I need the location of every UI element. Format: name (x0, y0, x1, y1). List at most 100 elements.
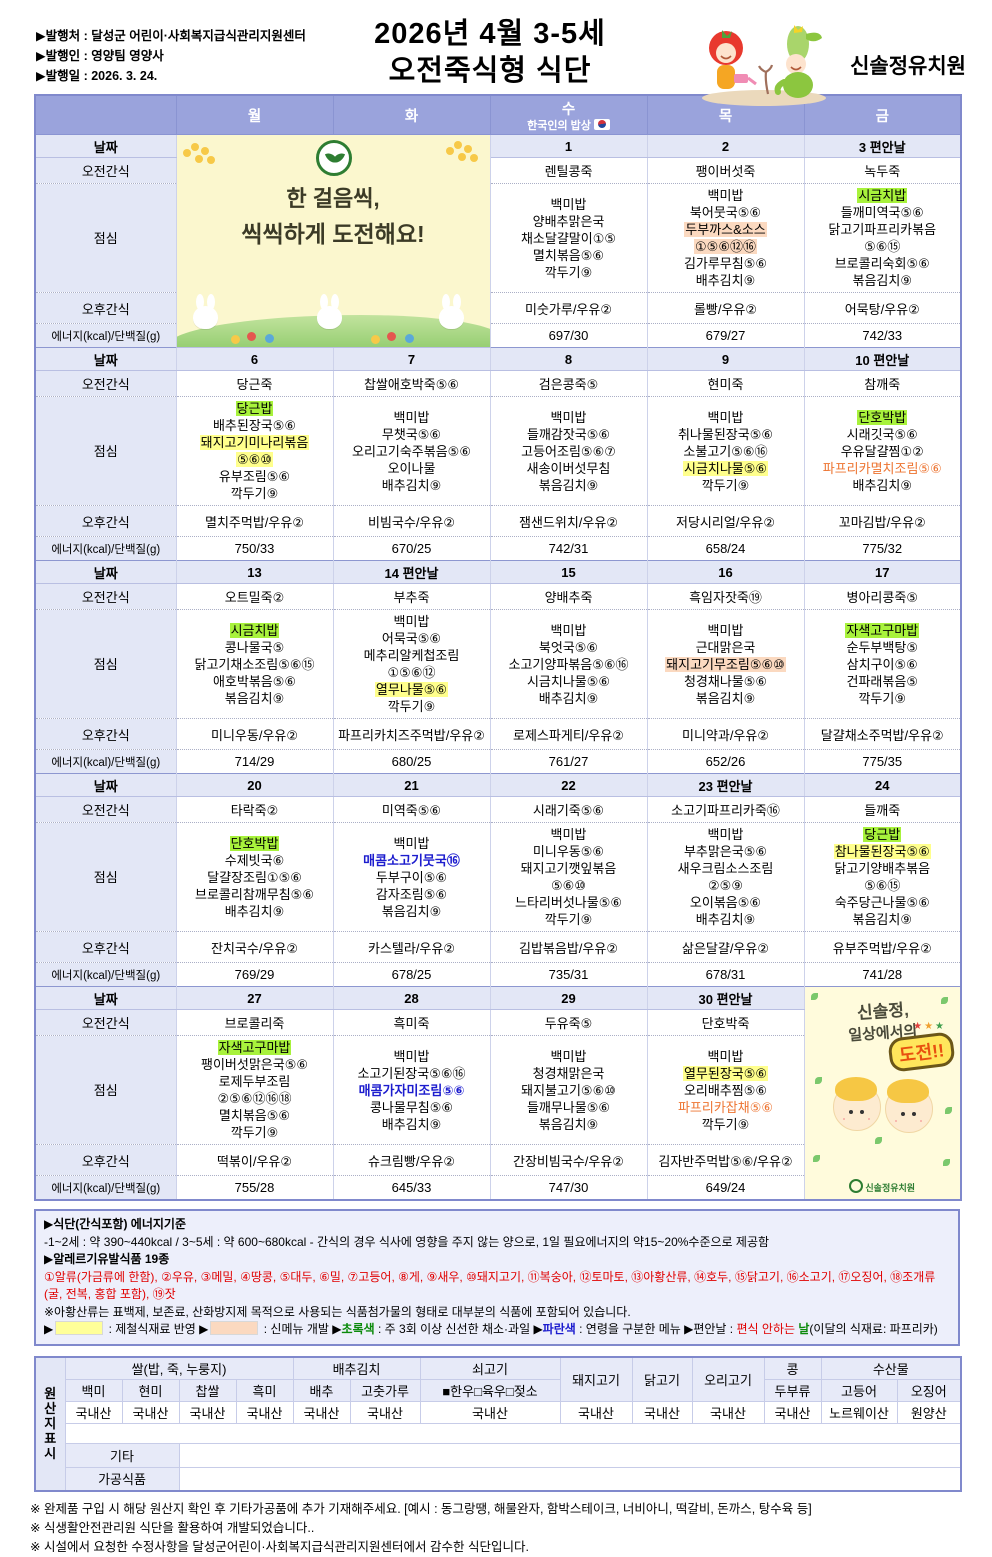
row-label-am: 오전간식 (34, 796, 177, 823)
origin-group-cell: 콩 (763, 1356, 822, 1380)
menu-item: 북엇국⑤⑥ (538, 639, 599, 655)
row-label-pm: 오후간식 (34, 1144, 177, 1176)
origin-value-cell: 국내산 (235, 1400, 294, 1424)
menu-item: 청경채맑은국 (532, 1065, 605, 1081)
bunny-illustration (438, 294, 464, 329)
energy-row: 에너지(kcal)/단백질(g) 697/30 679/27 742/33 (34, 323, 962, 348)
star-decoration: ★★★ (913, 1021, 946, 1032)
origin-extra-label: 기타 (64, 1442, 180, 1468)
menu-item: 들깨미역국⑤⑥ (840, 205, 924, 220)
menu-item: 숙주당근나물⑤⑥ (834, 895, 930, 910)
banner-cell: 한 걸음씩, 씩씩하게 도전해요! (175, 134, 491, 348)
menu-item: 참나물된장국⑤⑥ (833, 844, 931, 859)
date-cell: 6 (175, 347, 334, 371)
date-cell: 30 편안날 (646, 986, 805, 1010)
menu-item: 볶음김치⑨ (852, 912, 913, 927)
origin-extra-row: 가공식품 (35, 1466, 962, 1492)
energy-cell: 645/33 (332, 1175, 491, 1201)
menu-item: 들깨무나물⑤⑥ (526, 1099, 611, 1115)
menu-item: 볶음김치⑨ (224, 690, 285, 706)
lunch-cell: 백미밥 매콤소고기뭇국⑯ 두부구이⑤⑥ 감자조림⑤⑥ 볶음김치⑨ (332, 822, 491, 932)
menu-item: 소고기양파볶음⑤⑥⑯ (508, 656, 629, 672)
origin-value-cell: 국내산 (419, 1400, 561, 1424)
origin-group-cell: 쌀(밥, 죽, 누룽지) (64, 1356, 294, 1380)
bunny-illustration (316, 294, 342, 329)
menu-item: 삼치구이⑤⑥ (846, 656, 918, 672)
pm-snack-cell: 떡볶이/우유② (175, 1144, 334, 1176)
clover-decoration (814, 1077, 822, 1084)
menu-item: 팽이버섯맑은국⑤⑥ (200, 1057, 309, 1072)
lunch-cell: 백미밥 북어뭇국⑤⑥ 두부까스&소스 ①⑤⑥⑫⑯ 김가루무침⑤⑥ 배추김치⑨ (646, 183, 805, 293)
origin-sub-cell: 흑미 (235, 1378, 294, 1402)
menu-item: 브로콜리숙회⑤⑥ (834, 256, 930, 271)
origin-value-cell: 국내산 (292, 1400, 351, 1424)
menu-item: 멸치볶음⑤⑥ (532, 247, 605, 263)
menu-item: 깍두기⑨ (544, 264, 593, 280)
menu-item: 백미밥 (707, 622, 744, 638)
pm-snack-cell: 미숫가루/우유② (489, 292, 648, 324)
origin-value-cell: 노르웨이산 (820, 1400, 898, 1424)
row-label-pm: 오후간식 (34, 931, 177, 963)
menu-item: 오리고기숙주볶음⑤⑥ (352, 443, 471, 459)
issue-date-line: ▶발행일 : 2026. 3. 24. (36, 69, 158, 83)
menu-item: 시금치밥 (857, 188, 908, 203)
date-cell: 24 (803, 773, 962, 797)
lunch-cell: 시금치밥 콩나물국⑤ 닭고기채소조림⑤⑥⑮ 애호박볶음⑤⑥ 볶음김치⑨ (175, 609, 334, 719)
am-snack-row: 오전간식 타락죽② 미역죽⑤⑥ 시래기죽⑤⑥ 소고기파프리카죽⑯ 들깨죽 (34, 796, 962, 823)
pm-snack-row: 오후간식 미숫가루/우유② 롤빵/우유② 어묵탕/우유② (34, 292, 962, 324)
energy-row: 에너지(kcal)/단백질(g) 750/33 670/25 742/31 658/24… (34, 536, 962, 561)
am-snack-cell: 오트밀죽② (175, 583, 334, 610)
origin-sub-cell: 두부류 (763, 1378, 822, 1402)
page-header: ▶발행처 : 달성군 어린이·사회복지급식관리지원센터 ▶발행인 : 영양팀 영… (0, 0, 992, 106)
menu-item: ⑤⑥⑮ (864, 239, 901, 254)
am-snack-cell: 부추죽 (332, 583, 491, 610)
menu-item: 배추김치⑨ (695, 912, 756, 927)
lunch-cell: 백미밥 미니우동⑤⑥ 돼지고기깻잎볶음 ⑤⑥⑩ 느타리버섯나물⑤⑥ 깍두기⑨ (489, 822, 648, 932)
menu-item: 무챗국⑤⑥ (381, 426, 442, 442)
menu-item: 콩나물무침⑤⑥ (369, 1099, 454, 1115)
lunch-cell: 자색고구마밥 순두부백탕⑤ 삼치구이⑤⑥ 건파래볶음⑤ 깍두기⑨ (803, 609, 962, 719)
am-snack-cell: 양배추죽 (489, 583, 648, 610)
menu-item: 자색고구마밥 (217, 1040, 292, 1055)
weekday-mon: 월 (175, 94, 334, 135)
lunch-cell: 백미밥 근대맑은국 돼지고기무조림⑤⑥⑩ 청경채나물⑤⑥ 볶음김치⑨ (646, 609, 805, 719)
menu-item: 청경채나물⑤⑥ (683, 673, 768, 689)
menu-item: 북어뭇국⑤⑥ (689, 205, 762, 220)
pm-snack-cell: 슈크림빵/우유② (332, 1144, 491, 1176)
origin-extra-label: 가공식품 (64, 1466, 180, 1492)
pm-snack-cell: 롤빵/우유② (646, 292, 805, 324)
menu-item: 들깨감잣국⑤⑥ (526, 426, 611, 442)
menu-item: 깍두기⑨ (701, 1116, 750, 1132)
energy-cell: 769/29 (175, 962, 334, 987)
weekday-wed: 수 한국인의 밥상 (489, 94, 648, 135)
origin-sub-cell: 현미 (121, 1378, 180, 1402)
menu-item: 오이볶음⑤⑥ (689, 895, 762, 910)
am-snack-row: 오전간식 오트밀죽② 부추죽 양배추죽 흑임자잣죽⑲ 병아리콩죽⑤ (34, 583, 962, 610)
menu-item: 고등어조림⑤⑥⑦ (521, 443, 616, 459)
menu-item: 열무된장국⑤⑥ (682, 1065, 769, 1081)
menu-item: 백미밥 (550, 409, 587, 425)
am-snack-cell: 소고기파프리카죽⑯ (646, 796, 805, 823)
menu-item: 백미밥 (707, 188, 744, 203)
date-cell: 16 (646, 560, 805, 584)
row-label-energy: 에너지(kcal)/단백질(g) (34, 536, 177, 561)
pm-snack-cell: 꼬마김밥/우유② (803, 505, 962, 537)
menu-item: ①⑤⑥⑫ (387, 665, 436, 680)
energy-cell: 755/28 (175, 1175, 334, 1201)
menu-item: 배추김치⑨ (695, 273, 756, 288)
menu-item: 새송이버섯무침 (526, 460, 611, 476)
date-row: 날짜 20 21 22 23 편안날 24 (34, 773, 962, 797)
row-label-pm: 오후간식 (34, 718, 177, 750)
menu-item: 오이나물 (387, 460, 436, 476)
lunch-row: 점심 백미밥 양배추맑은국 채소달걀말이①⑤ 멸치볶음⑤⑥ 깍두기⑨ 백미밥 북어뭇국⑤⑥ 두부… (34, 183, 962, 293)
clover-decoration (942, 1159, 950, 1166)
date-cell: 14 편안날 (332, 560, 491, 584)
lunch-cell: 백미밥 부추맑은국⑤⑥ 새우크림소스조림 ②⑤⑨ 오이볶음⑤⑥ 배추김치⑨ (646, 822, 805, 932)
lunch-cell: 백미밥 청경채맑은국 돼지불고기⑤⑥⑩ 들깨무나물⑤⑥ 볶음김치⑨ (489, 1035, 648, 1145)
energy-cell: 679/27 (646, 323, 805, 348)
banner-logo: 신솔정유치원 (805, 1179, 960, 1194)
energy-cell: 670/25 (332, 536, 491, 561)
energy-cell: 742/31 (489, 536, 648, 561)
menu-item: 단호박밥 (857, 409, 908, 425)
origin-sub-cell: 찹쌀 (178, 1378, 237, 1402)
